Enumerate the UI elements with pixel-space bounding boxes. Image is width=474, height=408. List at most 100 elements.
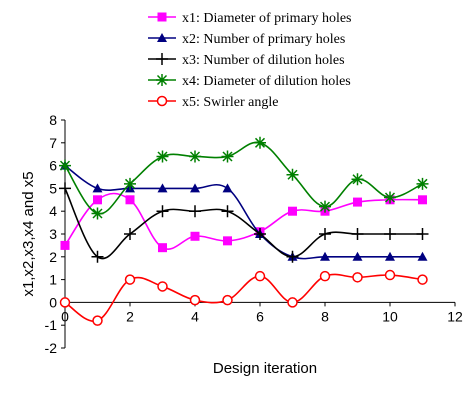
y-axis-ticks: -2 -1 0 1 2 3 4 5 6 7 8 bbox=[45, 112, 65, 356]
series-4 bbox=[59, 136, 429, 220]
series-2 bbox=[60, 160, 428, 261]
series-4-point bbox=[384, 191, 396, 204]
series-1-point bbox=[288, 206, 297, 216]
legend-label: x4: Diameter of dilution holes bbox=[182, 74, 351, 89]
series-3-point bbox=[59, 182, 71, 195]
series-1-point bbox=[125, 195, 135, 205]
legend-item: x1: Diameter of primary holes bbox=[148, 11, 352, 26]
legend-swatch-marker bbox=[157, 12, 167, 22]
series-layer bbox=[59, 136, 429, 326]
legend-swatch-marker bbox=[156, 95, 168, 107]
series-5-point bbox=[59, 297, 71, 308]
series-2-line bbox=[64, 164, 423, 260]
y-axis-title: x1,x2,x3,x4 and x5 bbox=[20, 171, 37, 296]
series-3-point bbox=[91, 250, 104, 263]
x-tick-label: 2 bbox=[126, 308, 134, 324]
series-3-point bbox=[286, 250, 299, 263]
series-5-point bbox=[157, 281, 168, 292]
series-2-point bbox=[92, 183, 103, 193]
series-5-point bbox=[189, 294, 201, 306]
x-tick-label: 0 bbox=[61, 308, 69, 324]
series-2-point bbox=[157, 183, 168, 193]
x-tick-label: 4 bbox=[191, 308, 199, 324]
legend-label: x1: Diameter of primary holes bbox=[182, 11, 352, 26]
series-4-point bbox=[286, 168, 299, 181]
series-4-point bbox=[416, 177, 429, 190]
x-tick-label: 10 bbox=[382, 308, 398, 324]
x-axis-ticks: 0 2 4 6 8 10 12 bbox=[61, 302, 463, 324]
series-3-line bbox=[64, 188, 423, 260]
series-1-point bbox=[190, 231, 200, 241]
legend-swatch-marker bbox=[156, 53, 168, 65]
legend-label: x2: Number of primary holes bbox=[182, 32, 345, 47]
series-4-point bbox=[91, 207, 104, 220]
series-5-point bbox=[417, 274, 428, 285]
series-5 bbox=[59, 269, 428, 326]
series-3-point bbox=[189, 205, 201, 218]
legend-label: x5: Swirler angle bbox=[182, 95, 278, 110]
legend-item: x3: Number of dilution holes bbox=[148, 53, 345, 68]
series-3-point bbox=[384, 228, 396, 240]
series-1-point bbox=[418, 195, 427, 205]
y-tick-label: 7 bbox=[49, 135, 57, 151]
series-5-point bbox=[124, 274, 136, 285]
legend-item: x5: Swirler angle bbox=[148, 95, 278, 110]
y-tick-label: 4 bbox=[49, 203, 57, 219]
legend-swatch-marker bbox=[156, 74, 168, 86]
series-1-point bbox=[158, 243, 167, 253]
series-4-line bbox=[64, 141, 423, 215]
series-4-point bbox=[319, 200, 331, 213]
legend-item: x2: Number of primary holes bbox=[148, 32, 345, 47]
series-3-point bbox=[156, 205, 169, 218]
series-2-point bbox=[385, 251, 395, 261]
series-5-point bbox=[352, 272, 363, 283]
series-1-point bbox=[93, 195, 102, 205]
y-tick-label: 1 bbox=[49, 272, 57, 288]
series-4-point bbox=[59, 159, 71, 172]
series-5-point bbox=[254, 270, 266, 282]
series-3-point bbox=[124, 228, 136, 240]
series-4-point bbox=[189, 150, 201, 163]
x-tick-label: 8 bbox=[321, 308, 329, 324]
series-2-point bbox=[352, 251, 363, 261]
series-4-point bbox=[221, 150, 234, 163]
series-1-point bbox=[353, 197, 362, 207]
series-5-point bbox=[92, 315, 103, 326]
series-4-point bbox=[254, 136, 266, 149]
x-tick-label: 6 bbox=[256, 308, 264, 324]
legend-swatch-marker bbox=[157, 33, 167, 42]
series-2-point bbox=[222, 183, 233, 193]
series-4-point bbox=[351, 173, 364, 186]
series-1-point bbox=[60, 240, 70, 250]
series-5-line bbox=[64, 273, 423, 322]
y-tick-label: 2 bbox=[49, 249, 57, 265]
y-tick-label: -1 bbox=[45, 317, 58, 333]
series-4-point bbox=[124, 177, 136, 190]
series-5-point bbox=[384, 269, 396, 281]
series-5-point bbox=[287, 297, 298, 308]
y-tick-label: 0 bbox=[49, 294, 57, 310]
series-3-point bbox=[221, 205, 234, 218]
y-tick-label: -2 bbox=[45, 340, 58, 356]
y-tick-label: 8 bbox=[49, 112, 57, 128]
x-tick-label: 12 bbox=[447, 308, 463, 324]
series-5-point bbox=[222, 294, 233, 306]
legend-item: x4: Diameter of dilution holes bbox=[148, 74, 351, 89]
series-3 bbox=[59, 182, 429, 263]
series-5-point bbox=[319, 270, 331, 282]
series-4-point bbox=[156, 150, 169, 163]
series-2-point bbox=[320, 251, 330, 261]
legend-label: x3: Number of dilution holes bbox=[182, 53, 345, 68]
series-3-point bbox=[416, 228, 429, 240]
series-2-point bbox=[417, 251, 428, 261]
y-tick-label: 5 bbox=[49, 180, 57, 196]
series-3-point bbox=[254, 228, 266, 240]
legend: x1: Diameter of primary holes x2: Number … bbox=[148, 11, 352, 110]
x-axis-title: Design iteration bbox=[213, 360, 317, 377]
series-3-point bbox=[351, 228, 364, 240]
series-2-point bbox=[190, 183, 200, 193]
y-tick-label: 6 bbox=[49, 158, 57, 174]
series-1-point bbox=[223, 236, 232, 246]
